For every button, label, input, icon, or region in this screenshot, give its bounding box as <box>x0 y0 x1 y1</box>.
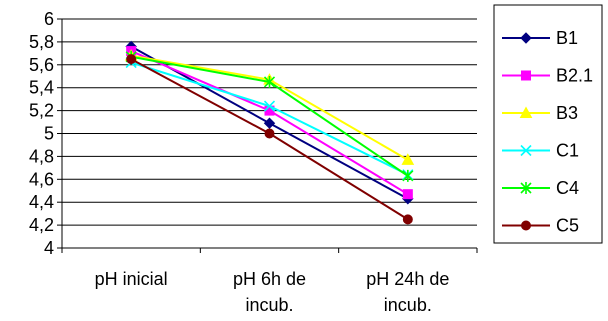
legend-label: C1 <box>556 141 579 161</box>
data-point <box>126 54 137 65</box>
data-point <box>263 117 276 129</box>
x-axis-tick-labels: pH inicial pH 6h de incub. pH 24h de incub. <box>95 269 450 315</box>
x-tick-label: pH 24h de incub. <box>366 269 449 315</box>
data-point <box>520 182 532 194</box>
data-point <box>263 75 276 88</box>
y-tick-label: 4,8 <box>29 146 54 166</box>
series-lines <box>124 40 415 225</box>
y-tick-label: 6 <box>44 9 54 29</box>
series-c5 <box>126 54 413 225</box>
legend-item: C5 <box>502 216 579 236</box>
data-point <box>402 189 413 200</box>
y-tick-label: 4,6 <box>29 169 54 189</box>
data-point <box>521 70 531 81</box>
data-point <box>401 153 415 165</box>
legend-label: C4 <box>556 178 579 198</box>
legend-item: B3 <box>502 103 578 123</box>
y-tick-label: 4,2 <box>29 215 54 235</box>
series-c4 <box>125 50 414 182</box>
data-point <box>264 128 275 139</box>
y-axis-tick-labels: 4 4,2 4,4 4,6 4,85 5,2 5,4 5,6 5,8 6 <box>29 9 54 258</box>
x-tick-label: pH inicial <box>95 269 168 289</box>
legend-label: B2.1 <box>556 66 593 86</box>
y-tick-label: 4,4 <box>29 192 54 212</box>
y-tick-label: 5,2 <box>29 101 54 121</box>
data-point <box>519 106 533 118</box>
legend: B1 B2.1 B3 C1 C4 C5 <box>493 4 603 244</box>
legend-item: B1 <box>502 28 578 48</box>
legend-label: C5 <box>556 216 579 236</box>
y-tick-label: 5,6 <box>29 55 54 75</box>
legend-item: B2.1 <box>502 66 593 86</box>
legend-label: B1 <box>556 28 578 48</box>
data-point <box>520 32 532 44</box>
x-tick-label: pH 6h de incub. <box>233 269 306 315</box>
data-point <box>402 169 414 182</box>
legend-label: B3 <box>556 103 578 123</box>
data-point <box>263 100 276 112</box>
axes <box>57 18 478 253</box>
legend-item: C1 <box>502 141 579 161</box>
data-point <box>402 214 413 225</box>
data-point <box>520 144 532 157</box>
y-tick-label: 5,8 <box>29 32 54 52</box>
y-tick-label: 5 <box>44 124 54 144</box>
y-tick-label: 4 <box>44 238 54 258</box>
legend-box <box>493 4 603 244</box>
data-point <box>521 220 531 231</box>
legend-item: C4 <box>502 178 579 198</box>
y-tick-label: 5,4 <box>29 78 54 98</box>
